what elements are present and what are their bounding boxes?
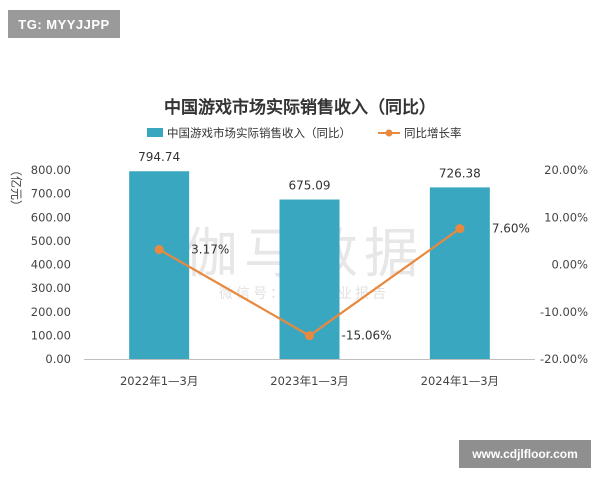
y-tick-label: 100.00 — [31, 328, 71, 342]
y2-tick-label: -20.00% — [540, 352, 588, 366]
y2-tick-label: 0.00% — [551, 258, 588, 272]
y-tick-label: 200.00 — [31, 305, 71, 319]
y-tick-label: 300.00 — [31, 281, 71, 295]
chart-title: 中国游戏市场实际销售收入（同比） — [164, 97, 436, 118]
bar-value-label: 675.09 — [289, 179, 331, 193]
legend: 中国游戏市场实际销售收入（同比） 同比增长率 — [147, 126, 462, 140]
x-tick-label: 2022年1—3月 — [120, 374, 198, 388]
y-axis-label: （亿元） — [9, 164, 24, 212]
corner-url: www.cdjlfloor.com — [459, 440, 591, 468]
line-point — [455, 224, 465, 234]
y2-tick-label: -10.00% — [540, 305, 588, 319]
x-tick-label: 2024年1—3月 — [421, 374, 499, 388]
bar-value-label: 794.74 — [138, 150, 180, 164]
y-tick-label: 400.00 — [31, 258, 71, 272]
y-tick-label: 0.00 — [45, 352, 71, 366]
legend-line-label: 同比增长率 — [404, 126, 462, 140]
y2-tick-label: 10.00% — [544, 210, 588, 224]
x-axis-ticks: 2022年1—3月 2023年1—3月 2024年1—3月 — [120, 374, 499, 388]
y-tick-label: 800.00 — [31, 163, 71, 177]
bar-series: 794.74 675.09 726.38 — [129, 150, 490, 359]
y-tick-label: 600.00 — [31, 210, 71, 224]
line-value-label: 3.17% — [191, 243, 229, 257]
line-value-label: -15.06% — [342, 329, 392, 343]
line-point — [154, 245, 164, 255]
legend-bar-swatch — [147, 128, 163, 137]
y2-axis-ticks: -20.00% -10.00% 0.00% 10.00% 20.00% — [540, 163, 588, 366]
line-series: 3.17% -15.06% 7.60% — [154, 222, 530, 343]
bar — [429, 187, 490, 359]
legend-line-marker — [385, 129, 393, 137]
y2-tick-label: 20.00% — [544, 163, 588, 177]
corner-tag: TG: MYYJJPP — [8, 10, 120, 38]
y-tick-label: 500.00 — [31, 234, 71, 248]
x-tick-label: 2023年1—3月 — [270, 374, 348, 388]
line-value-label: 7.60% — [492, 222, 530, 236]
y-axis-ticks: 0.00 100.00 200.00 300.00 400.00 500.00 600.00… — [31, 163, 71, 366]
legend-bar-label: 中国游戏市场实际销售收入（同比） — [167, 126, 351, 140]
y-tick-label: 700.00 — [31, 187, 71, 201]
bar-value-label: 726.38 — [439, 166, 481, 180]
bar — [129, 171, 190, 359]
line-point — [305, 331, 314, 341]
